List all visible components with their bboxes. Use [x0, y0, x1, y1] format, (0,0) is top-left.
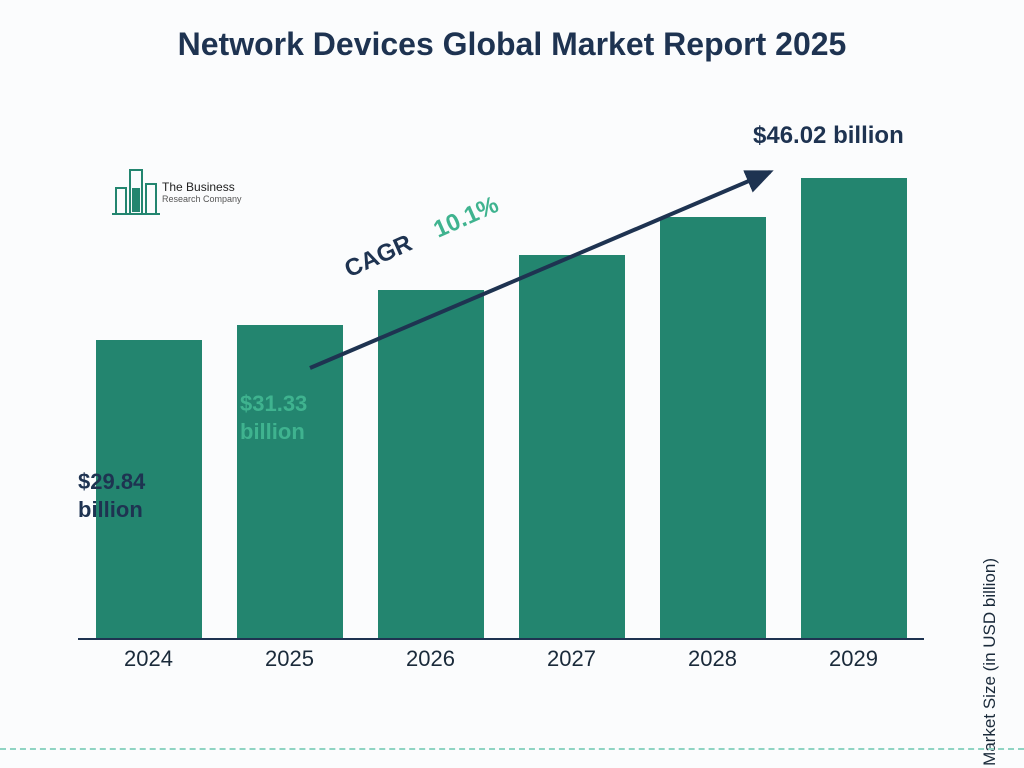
x-tick-label: 2026	[360, 646, 501, 672]
bar-rect	[801, 178, 907, 638]
x-tick-label: 2028	[642, 646, 783, 672]
x-tick-label: 2025	[219, 646, 360, 672]
dashed-divider	[0, 748, 1024, 750]
value-label-2025-amount: $31.33	[240, 390, 307, 418]
x-tick-label: 2024	[78, 646, 219, 672]
value-label-2025: $31.33 billion	[240, 390, 307, 445]
x-tick-label: 2027	[501, 646, 642, 672]
page: Network Devices Global Market Report 202…	[0, 0, 1024, 768]
value-label-2029: $46.02 billion	[753, 121, 904, 151]
x-axis	[78, 638, 924, 640]
bar-col: 2024	[78, 168, 219, 638]
page-title: Network Devices Global Market Report 202…	[0, 26, 1024, 63]
y-axis-label: Market Size (in USD billion)	[980, 558, 1000, 766]
value-label-2024-unit: billion	[78, 496, 145, 524]
x-tick-label: 2029	[783, 646, 924, 672]
value-label-2024: $29.84 billion	[78, 468, 145, 523]
value-label-2029-text: $46.02 billion	[753, 122, 904, 149]
value-label-2024-amount: $29.84	[78, 468, 145, 496]
value-label-2025-unit: billion	[240, 418, 307, 446]
bar-col: 2029	[783, 168, 924, 638]
